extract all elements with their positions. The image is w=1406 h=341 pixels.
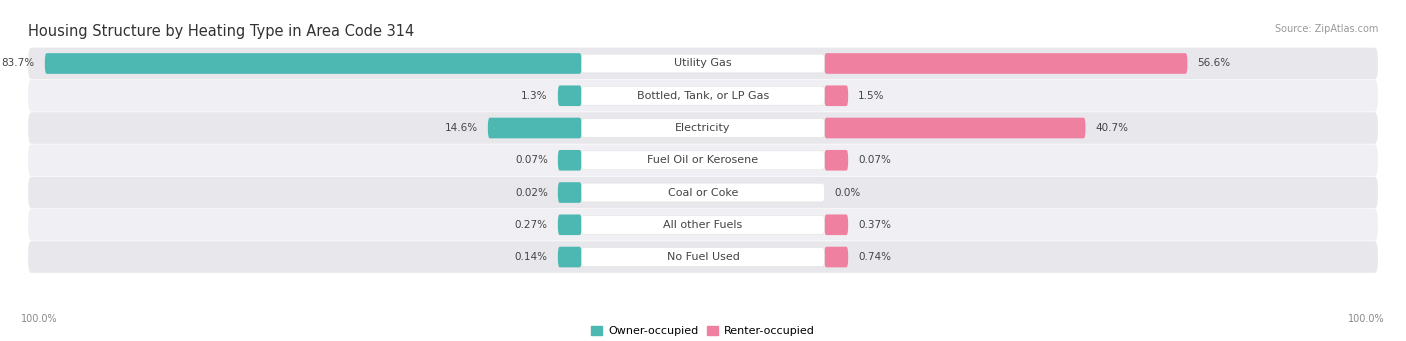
FancyBboxPatch shape <box>824 53 1188 74</box>
Text: Utility Gas: Utility Gas <box>675 59 731 69</box>
Text: 100.0%: 100.0% <box>1348 314 1385 324</box>
FancyBboxPatch shape <box>824 247 848 267</box>
FancyBboxPatch shape <box>582 86 824 105</box>
Text: 0.37%: 0.37% <box>858 220 891 230</box>
FancyBboxPatch shape <box>824 86 848 106</box>
FancyBboxPatch shape <box>582 119 824 137</box>
Text: 56.6%: 56.6% <box>1198 59 1230 69</box>
FancyBboxPatch shape <box>582 248 824 266</box>
FancyBboxPatch shape <box>582 216 824 234</box>
Text: 0.27%: 0.27% <box>515 220 548 230</box>
FancyBboxPatch shape <box>824 118 1085 138</box>
FancyBboxPatch shape <box>582 151 824 169</box>
Text: 1.5%: 1.5% <box>858 91 884 101</box>
FancyBboxPatch shape <box>558 150 582 170</box>
Text: 1.3%: 1.3% <box>522 91 548 101</box>
FancyBboxPatch shape <box>28 209 1378 241</box>
FancyBboxPatch shape <box>558 86 582 106</box>
FancyBboxPatch shape <box>558 247 582 267</box>
FancyBboxPatch shape <box>558 182 582 203</box>
Text: 14.6%: 14.6% <box>444 123 478 133</box>
Text: No Fuel Used: No Fuel Used <box>666 252 740 262</box>
Text: Electricity: Electricity <box>675 123 731 133</box>
Text: Housing Structure by Heating Type in Area Code 314: Housing Structure by Heating Type in Are… <box>28 24 415 39</box>
FancyBboxPatch shape <box>28 145 1378 176</box>
FancyBboxPatch shape <box>488 118 582 138</box>
Text: 0.02%: 0.02% <box>515 188 548 197</box>
FancyBboxPatch shape <box>28 80 1378 112</box>
FancyBboxPatch shape <box>824 214 848 235</box>
Text: 0.14%: 0.14% <box>515 252 548 262</box>
Text: 0.07%: 0.07% <box>858 155 891 165</box>
Legend: Owner-occupied, Renter-occupied: Owner-occupied, Renter-occupied <box>586 322 820 341</box>
FancyBboxPatch shape <box>28 241 1378 273</box>
FancyBboxPatch shape <box>558 214 582 235</box>
Text: 0.07%: 0.07% <box>515 155 548 165</box>
Text: 40.7%: 40.7% <box>1095 123 1129 133</box>
Text: 83.7%: 83.7% <box>1 59 35 69</box>
FancyBboxPatch shape <box>582 183 824 202</box>
Text: Bottled, Tank, or LP Gas: Bottled, Tank, or LP Gas <box>637 91 769 101</box>
FancyBboxPatch shape <box>582 54 824 73</box>
Text: 0.0%: 0.0% <box>835 188 860 197</box>
Text: Coal or Coke: Coal or Coke <box>668 188 738 197</box>
Text: 0.74%: 0.74% <box>858 252 891 262</box>
Text: Fuel Oil or Kerosene: Fuel Oil or Kerosene <box>647 155 759 165</box>
FancyBboxPatch shape <box>45 53 582 74</box>
FancyBboxPatch shape <box>824 150 848 170</box>
FancyBboxPatch shape <box>28 177 1378 208</box>
Text: Source: ZipAtlas.com: Source: ZipAtlas.com <box>1274 24 1378 34</box>
Text: 100.0%: 100.0% <box>21 314 58 324</box>
FancyBboxPatch shape <box>28 48 1378 79</box>
Text: All other Fuels: All other Fuels <box>664 220 742 230</box>
FancyBboxPatch shape <box>28 112 1378 144</box>
